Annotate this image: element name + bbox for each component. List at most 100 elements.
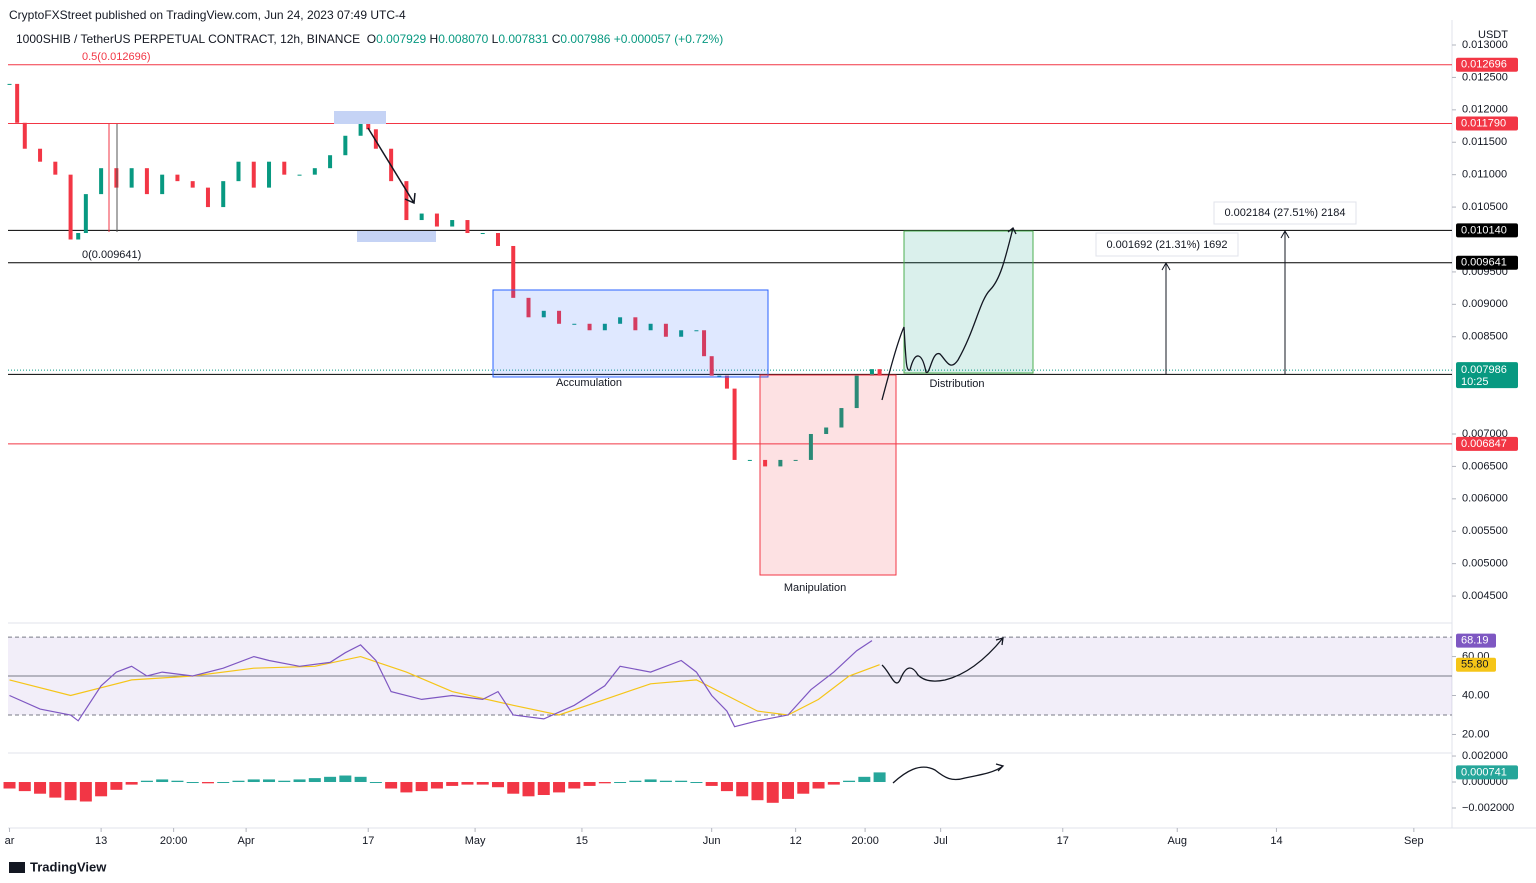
box-label: Accumulation [556,377,622,389]
candle [22,122,27,149]
measure-box [1213,201,1357,225]
candle [175,174,180,182]
candle [618,317,623,324]
candle [434,213,439,227]
ohlc-key: C [551,32,561,46]
histogram-bar [705,782,718,786]
histogram-bar [797,782,810,794]
symbol-bar: 1000SHIB / TetherUS PERPETUAL CONTRACT, … [16,32,723,46]
candle [663,323,668,337]
histogram-bar [568,782,581,789]
histogram-bar [415,782,428,792]
drawings [108,111,1357,784]
candle [267,161,272,188]
histogram-bar [354,776,367,783]
histogram-bar [751,782,764,801]
candle [877,369,882,376]
candle [709,356,714,376]
histogram-bar [614,782,627,784]
y-tick-label: 0.012500 [1462,71,1508,83]
histogram-bar [79,782,92,802]
candle [557,310,562,324]
x-tick-label: 12 [790,835,802,847]
x-tick-label: 17 [362,835,374,847]
candle [541,310,546,318]
histogram-bar [675,780,688,783]
x-tick-label: 20:00 [851,835,879,847]
candle [778,459,783,467]
histogram-bar [843,780,856,783]
macd-label-bg [1456,765,1518,780]
histogram-bar [736,782,749,797]
x-tick-label: 13 [95,835,107,847]
histogram-bar [34,782,47,794]
histogram-bar [125,782,138,785]
y-tick-label: 0.010500 [1462,201,1508,213]
candle [480,233,485,235]
countdown: 10:25 [1461,376,1489,388]
candle [15,83,20,123]
price-label-bg [1456,116,1518,131]
histogram-bar [278,780,291,783]
histogram-bar [598,782,611,784]
candle [808,433,813,460]
candle [312,168,317,175]
candle [450,220,455,227]
candle [602,323,607,331]
rsi-label-bg [1456,633,1496,648]
highlight [334,111,386,124]
candle [38,148,43,162]
candle [724,375,729,389]
candle [328,155,333,169]
brand-logo [9,862,25,873]
histogram-bar [140,780,153,783]
candle [343,135,348,156]
histogram-bar [491,782,504,788]
histogram-bar [827,782,840,785]
x-tick-label: 17 [1057,835,1069,847]
candle [702,330,707,357]
candle [763,459,768,467]
histogram-bar [659,780,672,783]
candle [648,323,653,331]
histogram-bar [49,782,62,798]
macd-last: 0.000741 [1461,766,1507,778]
x-tick-label: Jun [703,835,721,847]
candle [495,233,500,246]
candle [694,330,699,332]
y-tick-label: 0.005000 [1462,558,1508,570]
rsi-projection [881,637,1004,684]
rsi-last: 68.19 [1461,635,1489,647]
x-tick-label: Sep [1404,835,1424,847]
x-tick-label: Apr [238,835,255,847]
candle [854,375,859,409]
highlight [357,231,436,242]
ohlc-value: 0.007986 [560,32,611,46]
histogram-bar [95,782,108,797]
candle [358,122,363,136]
histogram-bar [308,778,321,783]
histogram-bar [812,782,825,789]
candle [129,168,134,188]
histogram-bar [18,782,31,792]
candle [251,161,256,188]
arrow-head [1280,229,1290,239]
macd-projection [892,763,1005,784]
distribution-box [903,230,1034,374]
candle [732,388,737,460]
histogram-bar [553,782,566,793]
current-price-label: 0.007986 [1461,364,1507,376]
candle [297,174,302,176]
box-label: Distribution [929,378,984,390]
candle [373,129,378,149]
measure-label: 0.001692 (21.31%) 1692 [1106,239,1227,251]
candle [114,168,119,188]
price-label: 0.012696 [1461,59,1507,71]
histogram-bar [3,782,16,789]
candle [793,459,798,461]
y-tick-label: −0.002000 [1462,802,1514,814]
candle [511,245,516,298]
y-tick-label: 0.012000 [1462,104,1508,116]
ohlc-value: 0.007929 [376,32,427,46]
ohlc-key: L [491,32,499,46]
